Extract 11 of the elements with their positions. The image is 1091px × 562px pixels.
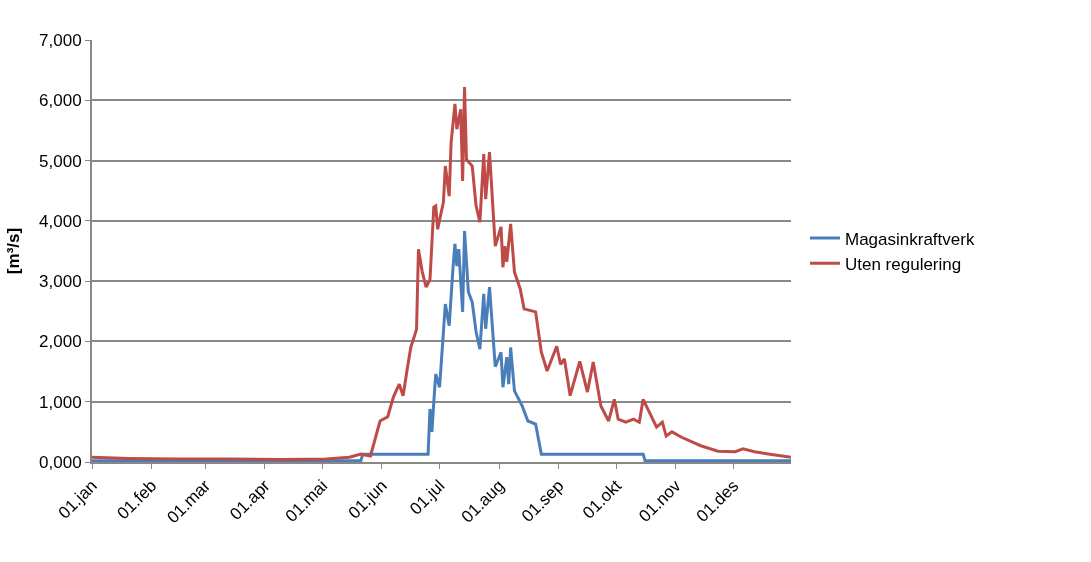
y-tick-label: 1,000 [39,392,82,412]
y-axis-title: [m³/s] [4,227,24,275]
y-tick-label: 7,000 [39,30,82,50]
y-tick-label: 5,000 [39,151,82,171]
y-tick-label: 4,000 [39,211,82,231]
legend-label: Magasinkraftverk [844,229,975,249]
y-tick-label: 2,000 [39,332,82,352]
y-tick-label: 0,000 [39,452,82,472]
legend-label: Uten regulering [844,254,962,274]
y-tick-label: 6,000 [39,91,82,111]
y-tick-label: 3,000 [39,272,82,292]
